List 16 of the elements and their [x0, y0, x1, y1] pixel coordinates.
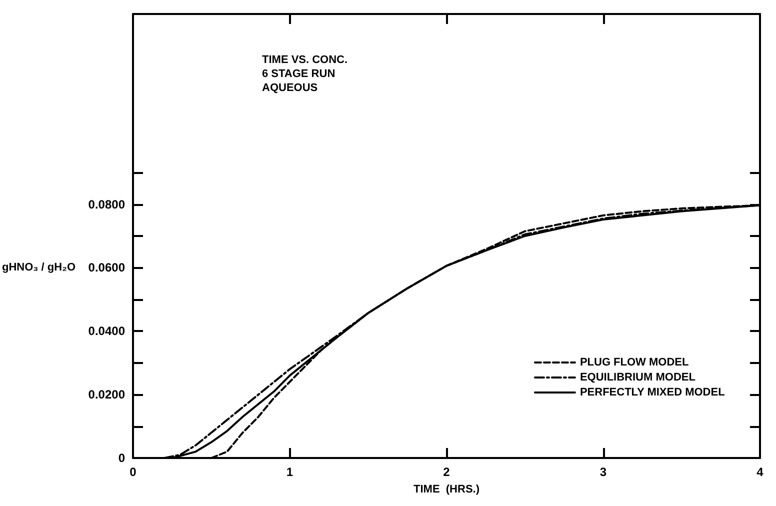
- y-axis-title: gHNO₃ / gH₂O: [2, 262, 76, 274]
- y-tick-label: 0.0600: [88, 260, 126, 275]
- legend-label: PLUG FLOW MODEL: [580, 356, 689, 368]
- y-tick-label: 0: [118, 451, 126, 465]
- x-tick-label: 3: [600, 465, 607, 479]
- legend-label: PERFECTLY MIXED MODEL: [580, 386, 726, 398]
- x-tick-label: 2: [443, 465, 450, 479]
- x-axis-title: TIME (HRS.): [414, 484, 480, 496]
- y-tick-label: 0.0200: [88, 388, 126, 402]
- text: TIME VS. CONC. 6 STAGE RUN AQUEOUS: [262, 54, 348, 94]
- y-tick-label: 0.0400: [88, 324, 126, 338]
- x-tick-label: 4: [756, 465, 764, 479]
- x-tick-label: 0: [130, 465, 137, 479]
- y-tick-label: 0.0800: [88, 197, 126, 212]
- x-tick-label: 1: [286, 465, 294, 479]
- legend-label: EQUILIBRIUM MODEL: [580, 372, 696, 384]
